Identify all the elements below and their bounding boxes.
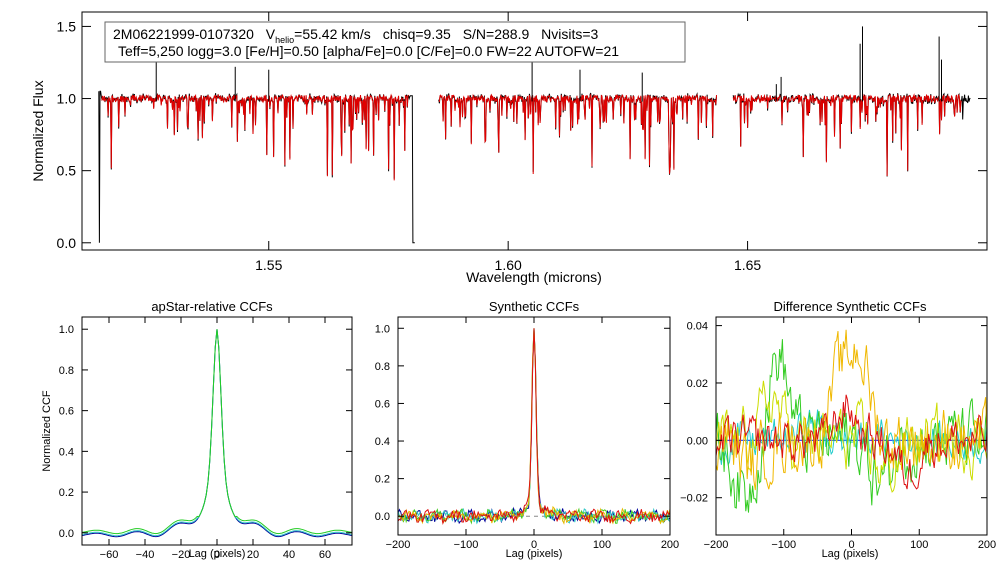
spectrum-xtick-label: 1.65 xyxy=(734,257,761,273)
annotation-line2: Teff=5,250 logg=3.0 [Fe/H]=0.50 [alpha/F… xyxy=(118,43,619,59)
ccf2-ytick-label: 0.4 xyxy=(375,436,390,448)
spectrum-ylabel: Normalized Flux xyxy=(30,80,46,181)
ccf1-xtick-label: 60 xyxy=(319,549,331,561)
ccf1-ylabel: Normalized CCF xyxy=(41,390,53,472)
spectrum-frame xyxy=(81,11,988,251)
ccf2-ytick-label: 0.0 xyxy=(375,511,390,523)
annotation-line1: 2M06221999-0107320 Vhelio=55.42 km/s chi… xyxy=(113,26,599,45)
ccf3-series-line xyxy=(715,329,988,491)
ccf1-ytick-label: 0.8 xyxy=(59,365,74,377)
ccf2-ytick-label: 0.2 xyxy=(375,474,390,486)
spectrum-ytick-label: 1.0 xyxy=(57,91,77,107)
vhelio-subscript: helio xyxy=(275,35,294,45)
ccf3-xtick-label: 100 xyxy=(910,539,928,551)
ccf1-xlabel: Lag (pixels) xyxy=(189,548,246,560)
star-id: 2M06221999-0107320 xyxy=(113,26,254,42)
nvisits-value: Nvisits=3 xyxy=(541,26,598,42)
spectrum-xlabel: Wavelength (microns) xyxy=(466,269,602,285)
ccf3-xtick-label: −200 xyxy=(704,539,729,551)
ccf3-xtick-label: 0 xyxy=(848,539,854,551)
spectrum-ytick-label: 0.5 xyxy=(57,163,77,179)
ccf2-plot-area xyxy=(397,328,671,525)
ccf1-xtick-label: −60 xyxy=(100,549,119,561)
spectrum-ytick-label: 1.5 xyxy=(57,18,77,34)
ccf3-ytick-label: 0.00 xyxy=(687,435,708,447)
ccf-panel-apstar: apStar-relative CCFs −60 −40 −20 0 20 40 60 0.0… xyxy=(41,299,353,561)
ccf2-series-line xyxy=(397,328,671,525)
ccf3-ytick-label: 0.02 xyxy=(687,378,708,390)
ccf2-xlabel: Lag (pixels) xyxy=(506,548,563,560)
ccf2-ytick-label: 0.8 xyxy=(375,361,390,373)
ccf3-plot-area xyxy=(715,329,988,513)
annotation-box xyxy=(104,21,686,63)
ccf2-ytick-label: 1.0 xyxy=(375,323,390,335)
spectrum-model-line xyxy=(732,93,962,177)
ccf2-title: Synthetic CCFs xyxy=(489,299,580,314)
ccf1-xtick-label: 40 xyxy=(283,549,295,561)
ccf-panel-difference: Difference Synthetic CCFs −200 −100 0 100 20… xyxy=(680,299,996,560)
ccf3-xtick-label: 200 xyxy=(978,539,996,551)
spectrum-model-line xyxy=(101,93,409,181)
ccf1-xtick-label: −40 xyxy=(136,549,155,561)
spectrum-plot-area xyxy=(98,26,971,244)
ccf2-xtick-label: 200 xyxy=(661,539,679,551)
chisq-value: chisq=9.35 xyxy=(383,26,451,42)
vhelio-value: =55.42 km/s xyxy=(294,26,371,42)
ccf1-ytick-label: 0.0 xyxy=(59,528,74,540)
ccf1-title: apStar-relative CCFs xyxy=(151,299,273,314)
ccf2-xtick-label: −200 xyxy=(386,539,411,551)
ccf2-xtick-label: 0 xyxy=(531,539,537,551)
ccf2-ticks: −200 −100 0 100 200 0.0 0.2 0.4 0.6 0.8 1.0 xyxy=(375,317,679,551)
ccf3-series-line xyxy=(715,409,988,467)
ccf1-ticks: −60 −40 −20 0 20 40 60 0.0 0.2 0.4 0.6 0.8 1.0 xyxy=(59,317,352,561)
spectrum-annotation: 2M06221999-0107320 Vhelio=55.42 km/s chi… xyxy=(104,21,686,63)
ccf3-xtick-label: −100 xyxy=(771,539,796,551)
ccf3-xlabel: Lag (pixels) xyxy=(822,548,879,560)
snr-value: S/N=288.9 xyxy=(463,26,530,42)
ccf3-series-line xyxy=(715,394,988,490)
ccf1-plot-area xyxy=(81,329,353,538)
spectrum-model-line xyxy=(438,93,717,175)
ccf-panel-synthetic: Synthetic CCFs −200 −100 0 100 200 0.0 0.2 0.4 0… xyxy=(375,299,679,560)
spectrum-panel: 2M06221999-0107320 Vhelio=55.42 km/s chi… xyxy=(30,11,988,285)
ccf3-ticks: −200 −100 0 100 200 −0.02 0.00 0.02 0.04 xyxy=(680,317,996,551)
ccf3-title: Difference Synthetic CCFs xyxy=(774,299,927,314)
ccf1-xtick-label: 20 xyxy=(247,549,259,561)
spectrum-ticks: 1.55 1.60 1.65 0.0 0.5 1.0 1.5 xyxy=(57,12,987,273)
spectrum-xtick-label: 1.60 xyxy=(495,257,522,273)
ccf1-ytick-label: 0.2 xyxy=(59,487,74,499)
spectrum-ytick-label: 0.0 xyxy=(57,235,77,251)
ccf2-xtick-label: −100 xyxy=(454,539,479,551)
spectrum-xtick-label: 1.55 xyxy=(255,257,282,273)
ccf2-ytick-label: 0.6 xyxy=(375,398,390,410)
ccf2-xtick-label: 100 xyxy=(593,539,611,551)
ccf1-ytick-label: 1.0 xyxy=(59,324,74,336)
ccf1-xtick-label: 0 xyxy=(214,549,220,561)
vhelio-symbol: V xyxy=(266,26,276,42)
ccf3-ytick-label: −0.02 xyxy=(680,493,708,505)
ccf3-ytick-label: 0.04 xyxy=(687,321,708,333)
ccf1-ytick-label: 0.4 xyxy=(59,446,74,458)
ccf1-series-line xyxy=(81,329,353,535)
ccf1-ytick-label: 0.6 xyxy=(59,406,74,418)
ccf1-xtick-label: −20 xyxy=(172,549,191,561)
